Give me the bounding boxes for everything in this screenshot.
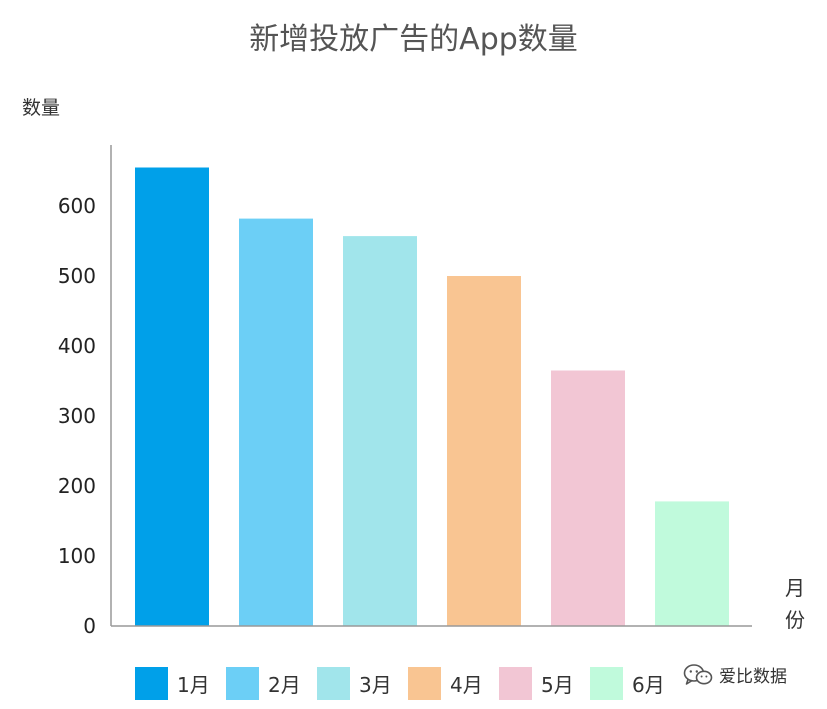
legend-swatch — [408, 666, 441, 700]
bar-4 — [447, 276, 521, 626]
legend-swatch — [317, 666, 350, 700]
legend-label: 5月 — [541, 672, 574, 697]
legend-item: 2月 — [226, 666, 317, 700]
legend-item: 6月 — [590, 666, 681, 700]
y-tick-label: 600 — [58, 194, 96, 218]
watermark-text: 爱比数据 — [719, 667, 787, 687]
y-tick-label: 0 — [83, 614, 96, 638]
y-ticks-group: 0 100 200 300 400 500 600 — [58, 194, 96, 638]
bar-2 — [239, 218, 313, 626]
legend-item: 5月 — [499, 666, 590, 700]
bar-chart-plot: 0 100 200 300 400 500 600 — [58, 145, 752, 638]
bars-group — [135, 167, 729, 626]
legend-swatch — [135, 666, 168, 700]
bar-3 — [343, 236, 417, 626]
x-axis-label: 月份 — [785, 576, 805, 632]
y-tick-label: 100 — [58, 544, 96, 568]
y-tick-label: 200 — [58, 474, 96, 498]
chart-title: 新增投放广告的App数量 — [249, 22, 578, 57]
legend-label: 6月 — [632, 672, 665, 697]
bar-1 — [135, 167, 209, 626]
legend-item: 4月 — [408, 666, 499, 700]
watermark: 爱比数据 — [683, 662, 787, 687]
wechat-icon — [683, 663, 713, 685]
legend: 1月 2月 3月 4月 5月 6月 — [135, 666, 681, 700]
legend-label: 3月 — [359, 672, 392, 697]
legend-label: 4月 — [450, 672, 483, 697]
y-tick-label: 300 — [58, 404, 96, 428]
legend-swatch — [590, 666, 623, 700]
y-tick-label: 400 — [58, 334, 96, 358]
legend-label: 2月 — [268, 672, 301, 697]
y-axis-label: 数量 — [22, 97, 61, 119]
legend-swatch — [499, 666, 532, 700]
y-tick-label: 500 — [58, 264, 96, 288]
bar-6 — [655, 501, 729, 626]
legend-swatch — [226, 666, 259, 700]
legend-label: 1月 — [177, 672, 210, 697]
legend-item: 3月 — [317, 666, 408, 700]
bar-5 — [551, 370, 625, 626]
legend-item: 1月 — [135, 666, 226, 700]
